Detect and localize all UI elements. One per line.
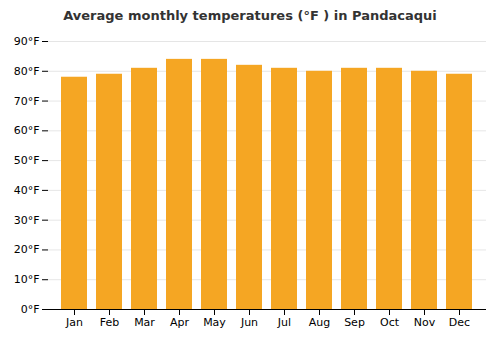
svg-text:30°F: 30°F — [14, 214, 40, 227]
svg-text:20°F: 20°F — [14, 243, 40, 256]
svg-text:70°F: 70°F — [14, 95, 40, 108]
html-text:Average monthly temperatures (: Average monthly temperatures (°F ) in Pa… — [63, 8, 437, 23]
svg-text:Sep: Sep — [344, 316, 365, 329]
svg-text:May: May — [203, 316, 226, 329]
svg-text:60°F: 60°F — [14, 124, 40, 137]
svg-text:50°F: 50°F — [14, 154, 40, 167]
svg-text:10°F: 10°F — [14, 273, 40, 286]
svg-text:Apr: Apr — [170, 316, 190, 329]
svg-text:Jun: Jun — [240, 316, 258, 329]
svg-text:0°F: 0°F — [21, 303, 40, 316]
svg-text:Dec: Dec — [449, 316, 470, 329]
svg-text:Jul: Jul — [277, 316, 291, 329]
svg-text:40°F: 40°F — [14, 184, 40, 197]
svg-text:Mar: Mar — [134, 316, 155, 329]
svg-text:Feb: Feb — [100, 316, 119, 329]
svg-text:Oct: Oct — [380, 316, 400, 329]
svg-text:Aug: Aug — [309, 316, 330, 329]
svg-text:80°F: 80°F — [14, 65, 40, 78]
svg-text:Nov: Nov — [414, 316, 436, 329]
svg-text:90°F: 90°F — [14, 35, 40, 48]
svg-text:Jan: Jan — [65, 316, 83, 329]
